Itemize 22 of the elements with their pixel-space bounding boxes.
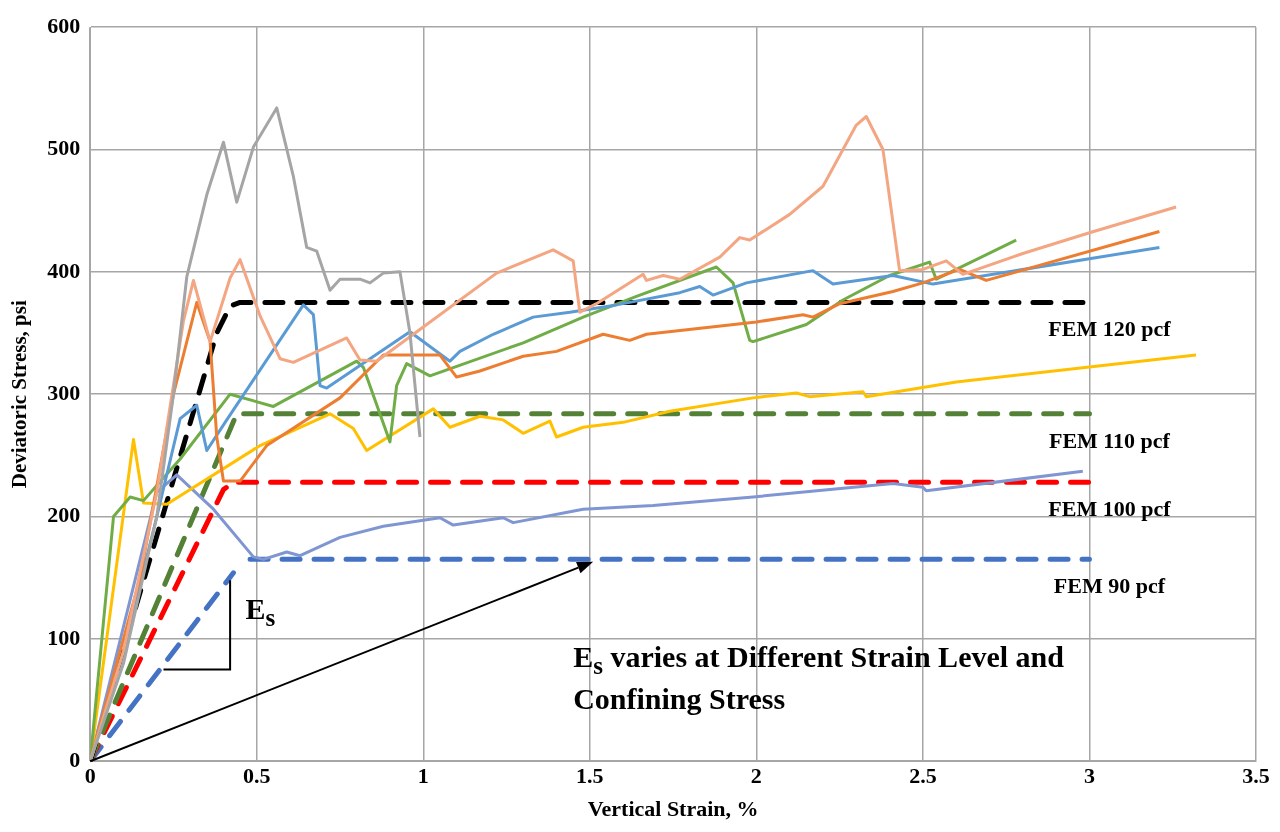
annotation: E$_{s}$	[245, 590, 276, 633]
x-tick-label: 0.5	[242, 763, 271, 789]
series-label: FEM 90 pcf	[1053, 573, 1166, 599]
x-tick-label: 3.5	[1242, 763, 1270, 789]
y-tick-label: 600	[47, 12, 81, 38]
x-axis-title: Vertical Strain, %	[587, 796, 759, 822]
x-tick-label: 3	[1083, 763, 1095, 789]
x-tick-label: 1.5	[576, 763, 604, 789]
y-tick-label: 0	[69, 746, 81, 772]
series-label: FEM 120 pcf	[1048, 316, 1172, 342]
y-axis-title: Deviatoric Stress, psi	[7, 300, 32, 489]
x-tick-label: 2	[750, 763, 762, 789]
x-tick-label: 2.5	[909, 763, 937, 789]
series-label: FEM 100 pcf	[1048, 496, 1172, 522]
annotation: E$_{s}$ varies at Different Strain Level and Confining Stress	[573, 638, 1065, 717]
x-tick-label: 1	[417, 763, 429, 789]
y-tick-label: 100	[47, 624, 81, 650]
y-tick-label: 300	[47, 379, 81, 405]
y-tick-label: 400	[47, 257, 81, 283]
y-tick-label: 500	[47, 135, 81, 161]
series-label: FEM 110 pcf	[1048, 427, 1171, 453]
y-tick-label: 200	[47, 502, 81, 528]
